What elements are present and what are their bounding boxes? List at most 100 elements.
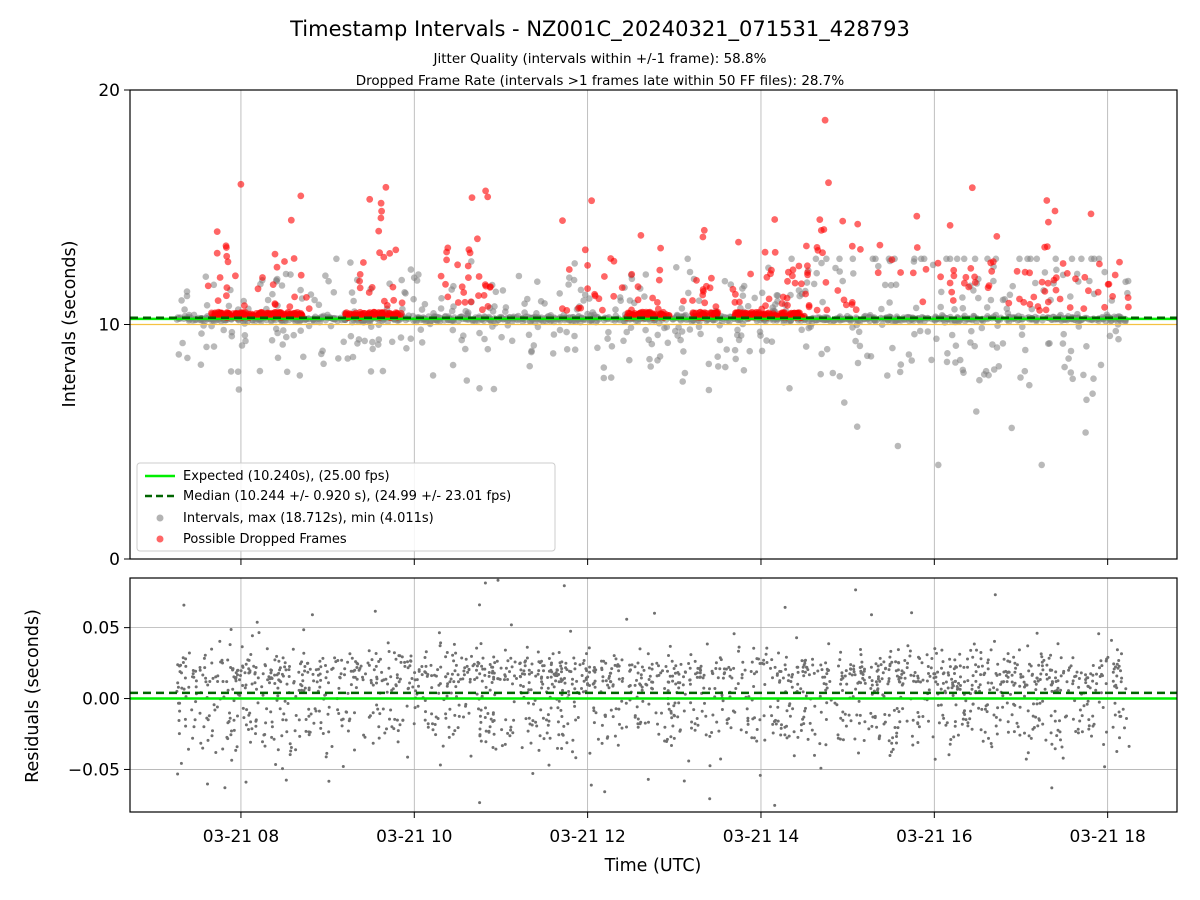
residual-point <box>297 718 301 722</box>
residual-point <box>617 669 621 673</box>
residual-point <box>954 665 958 669</box>
residual-point <box>338 676 342 680</box>
residual-point <box>1015 721 1019 725</box>
interval-point <box>995 363 1003 370</box>
residual-point <box>966 679 970 683</box>
residual-point <box>887 677 891 681</box>
residual-point <box>176 685 180 689</box>
residual-point <box>1074 730 1078 733</box>
residual-point <box>373 609 377 613</box>
residual-point <box>828 680 832 683</box>
residual-point <box>647 666 651 670</box>
residual-point <box>398 654 402 658</box>
interval-point <box>875 262 882 270</box>
residual-point <box>671 724 675 728</box>
residual-point <box>235 745 239 749</box>
residual-point <box>232 718 236 722</box>
residual-point <box>1026 751 1030 755</box>
residual-point <box>708 764 712 768</box>
dropped-frame-point <box>840 296 848 304</box>
dropped-frame-point <box>743 309 751 318</box>
residual-point <box>234 676 238 679</box>
residual-point <box>336 659 340 662</box>
dropped-frame-point <box>783 294 791 302</box>
interval-point <box>999 296 1007 304</box>
residual-point <box>947 753 951 757</box>
residual-point <box>254 718 258 722</box>
residual-point <box>509 728 513 732</box>
residual-point <box>953 720 957 724</box>
residual-point <box>708 687 711 691</box>
interval-point <box>944 350 951 357</box>
residual-point <box>824 688 828 692</box>
dropped-frame-point <box>377 199 385 207</box>
residual-point <box>518 661 522 665</box>
residual-point <box>771 731 775 735</box>
residual-point <box>264 721 268 725</box>
residual-point <box>689 701 693 705</box>
residual-point <box>1073 699 1077 703</box>
residual-point <box>562 724 566 728</box>
residual-point <box>1084 678 1088 682</box>
residual-point <box>1006 652 1010 656</box>
residual-point <box>314 668 318 672</box>
residual-point <box>941 660 945 664</box>
residual-point <box>413 706 417 710</box>
residual-point <box>608 671 612 675</box>
residual-point <box>868 675 872 679</box>
residual-point <box>825 686 829 690</box>
residual-point <box>207 714 211 718</box>
residual-point <box>490 671 494 675</box>
residual-point <box>303 665 307 668</box>
residual-point <box>970 683 974 687</box>
interval-point <box>225 302 233 310</box>
interval-point <box>1065 355 1072 362</box>
residual-point <box>702 686 706 690</box>
residual-point <box>240 645 244 649</box>
residual-point <box>281 656 285 660</box>
residual-point <box>388 717 391 721</box>
residual-point <box>663 687 667 690</box>
residual-point <box>509 656 513 660</box>
residual-point <box>433 723 437 726</box>
residual-point <box>327 730 331 734</box>
dropped-frame-point <box>356 284 364 292</box>
residual-point <box>1088 686 1092 690</box>
dropped-frame-point <box>390 296 398 304</box>
dropped-frame-point <box>962 273 970 281</box>
residual-point <box>906 661 909 665</box>
residual-point <box>231 687 235 691</box>
residual-point <box>780 723 783 727</box>
residual-point <box>601 675 605 679</box>
residual-point <box>995 732 999 736</box>
x-tick-label: 03-21 16 <box>896 827 972 847</box>
interval-point <box>278 282 286 289</box>
residual-point <box>307 688 311 692</box>
interval-point <box>823 345 831 353</box>
residual-point <box>792 754 796 758</box>
residual-point <box>462 673 466 677</box>
residual-point <box>941 681 945 685</box>
residual-point <box>1082 704 1086 708</box>
residual-point <box>391 687 395 691</box>
residual-point <box>799 729 803 732</box>
residual-point <box>244 662 248 666</box>
interval-point <box>943 358 951 366</box>
residual-point <box>916 711 920 714</box>
residual-point <box>1012 683 1016 687</box>
interval-point <box>415 271 422 278</box>
residual-point <box>1069 664 1073 668</box>
residual-point <box>1004 674 1008 678</box>
residual-point <box>182 603 186 607</box>
residual-point <box>487 729 491 733</box>
chart-title: Timestamp Intervals - NZ001C_20240321_07… <box>289 17 910 42</box>
residual-point <box>648 674 652 678</box>
residual-point <box>582 659 586 662</box>
residual-point <box>546 686 550 690</box>
residual-point <box>381 707 385 711</box>
residual-point <box>988 688 992 692</box>
interval-point <box>971 255 979 263</box>
residual-point <box>894 660 898 664</box>
dropped-frame-point <box>1052 286 1060 294</box>
